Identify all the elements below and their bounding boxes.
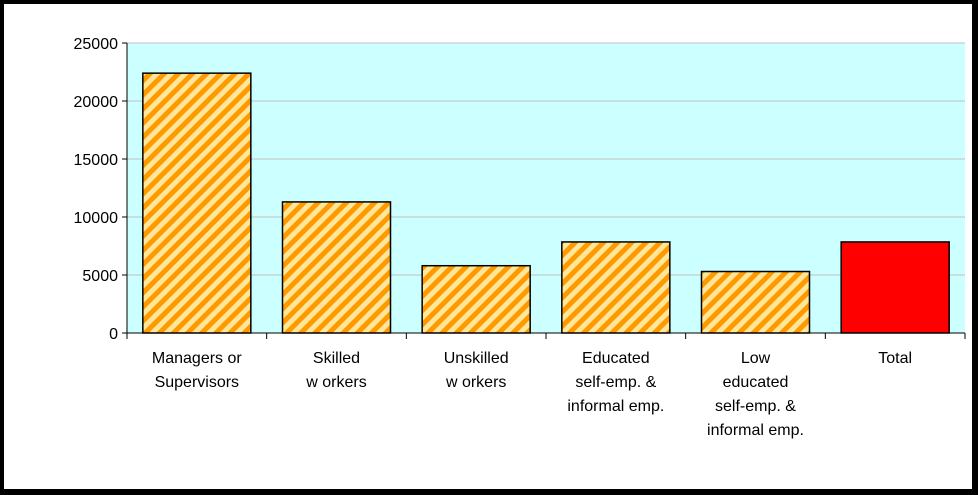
x-category-label: Unskilled w orkers bbox=[444, 350, 509, 391]
y-tick-label: 5000 bbox=[82, 268, 118, 285]
bar bbox=[281, 201, 392, 334]
plot-area bbox=[127, 43, 965, 333]
y-tick-label: 25000 bbox=[74, 36, 119, 53]
y-tick-label: 10000 bbox=[74, 210, 119, 227]
x-category-label: Educated self-emp. & informal emp. bbox=[567, 350, 664, 415]
x-category-label: Total bbox=[878, 350, 912, 367]
bar bbox=[142, 72, 252, 334]
x-category-label: Low educated self-emp. & informal emp. bbox=[707, 350, 804, 439]
bar-chart: 0 5000 10000 15000 20000 25000 Managers or Sup… bbox=[74, 36, 966, 439]
x-category-label: Skilled w orkers bbox=[305, 350, 366, 391]
bar bbox=[421, 264, 531, 334]
bar bbox=[840, 241, 950, 334]
y-tick-label: 20000 bbox=[74, 94, 119, 111]
x-category-label: Managers or Supervisors bbox=[152, 350, 242, 391]
y-tick-label: 0 bbox=[109, 326, 118, 343]
bar bbox=[700, 270, 811, 334]
bar bbox=[561, 241, 671, 334]
y-tick-label: 15000 bbox=[74, 152, 119, 169]
